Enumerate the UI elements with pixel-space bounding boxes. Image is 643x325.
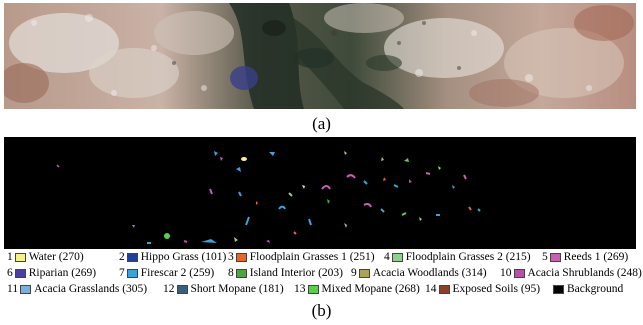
region-floodplain-2 (381, 157, 384, 161)
legend-item: 4 Floodplain Grasses 2 (215) (384, 251, 531, 263)
region-firescar (201, 239, 217, 243)
region-mixed-mopane (404, 158, 409, 162)
legend-item: 2 Hippo Grass (101) (119, 251, 227, 263)
region-firescar (380, 208, 385, 213)
legend-swatch (126, 253, 138, 262)
satellite-image-svg (4, 3, 636, 109)
region-floodplain-2 (344, 151, 347, 155)
region-firescar (238, 191, 242, 197)
legend-swatch (553, 285, 564, 294)
legend-swatch (126, 269, 138, 278)
region-reeds (209, 188, 213, 195)
legend-swatch (307, 285, 319, 294)
legend-swatch (235, 269, 247, 278)
legend-item: 7 Firescar 2 (259) (119, 267, 215, 279)
region-reeds (346, 174, 356, 179)
legend-swatch (176, 285, 188, 294)
legend-item: 3 Floodplain Grasses 1 (251) (228, 251, 375, 263)
region-reeds (463, 174, 467, 180)
region-firescar (452, 185, 455, 189)
satellite-image (4, 3, 636, 109)
class-regions (56, 151, 481, 244)
region-water (302, 185, 305, 189)
region-firescar (214, 151, 218, 156)
legend-item: 5 Reeds 1 (269) (542, 251, 629, 263)
legend-swatch (549, 253, 561, 262)
region-reeds (425, 172, 431, 175)
legend-swatch (14, 253, 26, 262)
region-firescar (393, 184, 399, 188)
region-floodplain-2 (438, 166, 441, 170)
region-acacia-shrublands (409, 179, 412, 183)
legend-swatch (358, 269, 370, 278)
region-floodplain-1 (383, 177, 386, 181)
region-island-interior (327, 199, 330, 204)
legend-item: 9 Acacia Woodlands (314) (351, 267, 487, 279)
region-reeds (220, 157, 223, 161)
region-floodplain-2 (234, 237, 238, 242)
region-water (241, 157, 247, 161)
legend-swatch (513, 269, 525, 278)
legend-item: 14 Exposed Soils (95) (425, 283, 541, 295)
region-floodplain-1 (293, 231, 297, 235)
panel-a-caption: (a) (312, 114, 331, 133)
legend-item: 10 Acacia Shrublands (248) (500, 267, 642, 279)
region-firescar (278, 205, 286, 210)
legend-item: 12 Short Mopane (181) (163, 283, 284, 295)
region-firescar (477, 208, 481, 212)
region-firescar (245, 216, 250, 226)
panel-b-caption: (b) (311, 301, 332, 320)
region-firescar (363, 180, 368, 185)
ground-truth-map (4, 137, 636, 249)
legend-item: 13 Mixed Mopane (268) (294, 283, 420, 295)
region-reeds (321, 185, 331, 190)
region-acacia-shrublands (183, 240, 188, 243)
region-mixed-mopane (401, 212, 407, 216)
region-floodplain-1 (256, 201, 258, 205)
region-floodplain-2 (344, 223, 347, 228)
legend-item: 8 Island Interior (203) (228, 267, 343, 279)
legend-item: Background (553, 283, 623, 296)
ground-truth-svg (4, 137, 636, 249)
legend-swatch (20, 285, 32, 294)
region-floodplain-2 (419, 217, 422, 221)
region-floodplain-1 (468, 206, 472, 211)
legend-swatch (391, 253, 403, 262)
region-firescar (269, 152, 275, 156)
region-floodplain-2 (288, 192, 293, 197)
region-mixed-mopane (164, 233, 170, 239)
legend: 1 Water (270) 2 Hippo Grass (101) 3 Floo… (0, 251, 643, 301)
legend-swatch (235, 253, 247, 262)
region-firescar (308, 218, 312, 226)
region-firescar (132, 225, 135, 228)
legend-item: 11 Acacia Grasslands (305) (7, 283, 148, 295)
legend-swatch (14, 269, 26, 278)
region-reeds (363, 202, 372, 208)
legend-swatch (438, 285, 450, 294)
region-reeds (56, 164, 60, 168)
region-reeds (266, 240, 270, 243)
legend-item: 6 Riparian (269) (7, 267, 97, 279)
region-firescar (236, 167, 241, 172)
legend-item: 1 Water (270) (7, 251, 84, 263)
